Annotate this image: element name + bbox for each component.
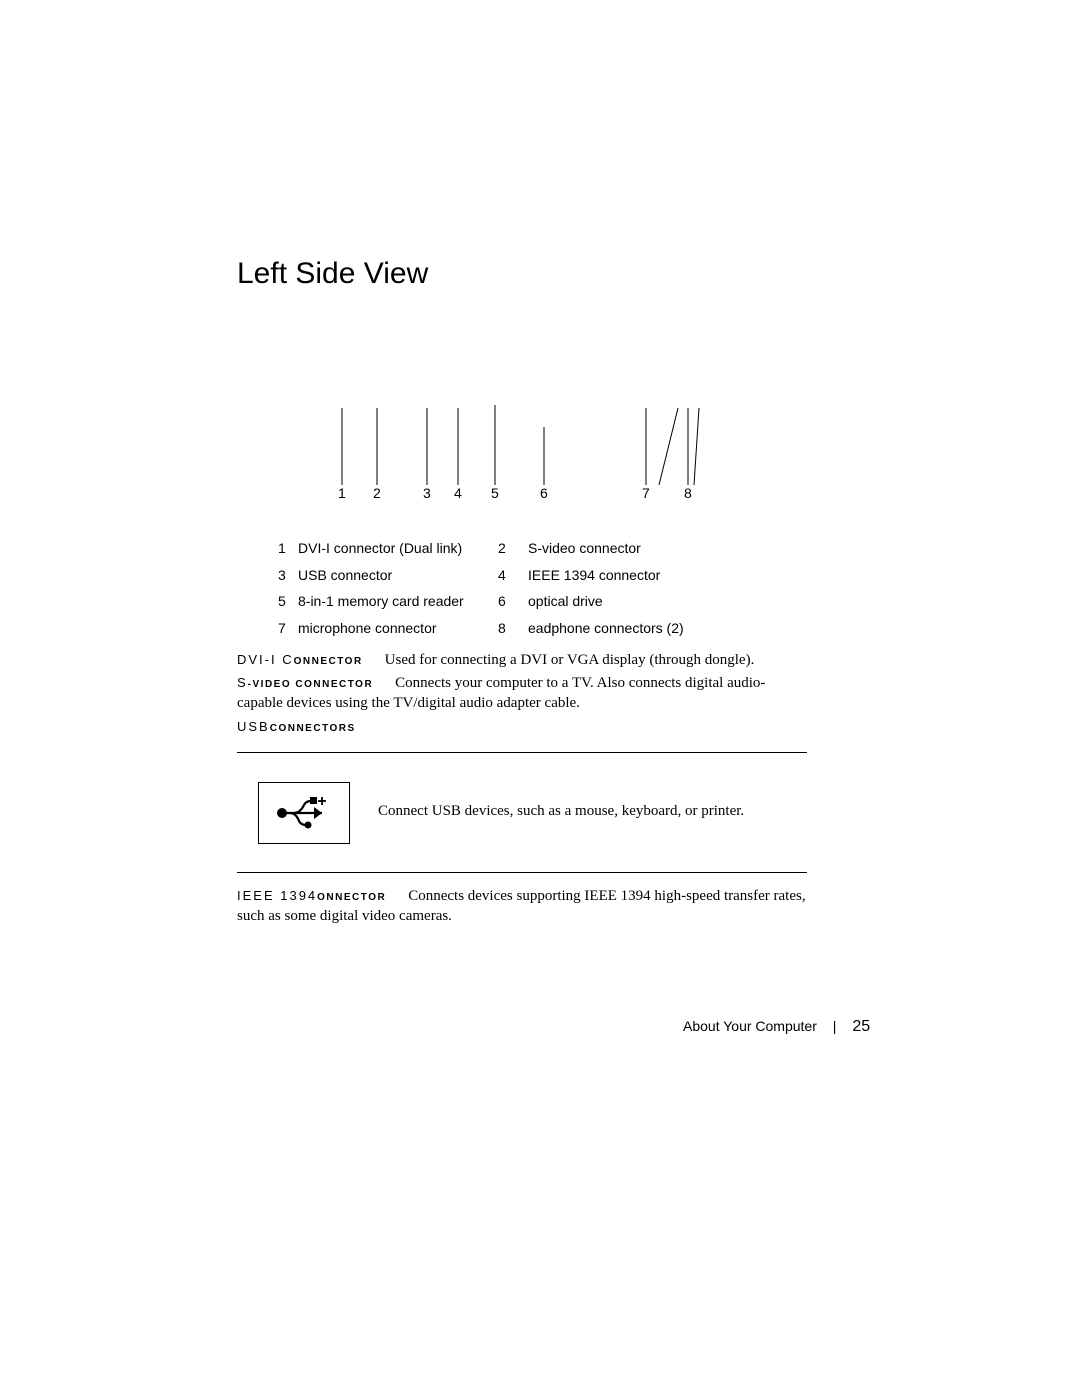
legend-row: 7microphone connector8eadphone connector… [278,615,798,642]
legend-text: USB connector [298,562,498,589]
ieee-label-small: ONNECTOR [317,892,386,903]
legend-row: 3USB connector4IEEE 1394 connector [278,562,798,589]
diagram-number: 6 [540,485,548,501]
legend-num: 2 [498,535,528,562]
document-page: Left Side View 12345678 1DVI-I connector… [0,0,1080,1397]
legend-text: DVI-I connector (Dual link) [298,535,498,562]
legend-text: IEEE 1394 connector [528,562,798,589]
footer-section: About Your Computer [683,1018,817,1034]
dvi-connector-description: DVI-I CONNECTOR Used for connecting a DVI… [237,650,807,670]
divider-bottom [237,872,807,873]
port-legend-table: 1DVI-I connector (Dual link)2S-video con… [278,535,798,641]
legend-text: 8-in-1 memory card reader [298,588,498,615]
ieee1394-connector-description: IEEE 1394ONNECTORConnects devices suppor… [237,886,807,927]
legend-text: microphone connector [298,615,498,642]
diagram-number: 1 [338,485,346,501]
page-footer: About Your Computer | 25 [0,1018,1080,1036]
dvi-label-big: DVI-I C [237,652,294,667]
diagram-number: 4 [454,485,462,501]
legend-num: 6 [498,588,528,615]
diagram-number: 3 [423,485,431,501]
footer-page-number: 25 [852,1018,870,1035]
legend-num: 7 [278,615,298,642]
svideo-label-small: -VIDEO CONNECTOR [248,679,374,690]
legend-num: 8 [498,615,528,642]
diagram-number: 5 [491,485,499,501]
usb-icon-box [258,782,350,844]
section-heading: Left Side View [237,257,428,291]
legend-num: 1 [278,535,298,562]
svideo-label-big: S [237,675,248,690]
legend-num: 5 [278,588,298,615]
svideo-connector-description: S-VIDEO CONNECTORConnects your computer … [237,673,807,714]
usb-icon [274,795,334,831]
dvi-label-small: ONNECTOR [294,656,363,667]
diagram-number-labels: 1 2 3 4 5 6 7 8 [300,485,760,505]
ieee-label-big: IEEE 1394 [237,888,317,903]
diagram-number: 8 [684,485,692,501]
usb-connectors-heading: USBCONNECTORS [237,717,807,737]
legend-num: 4 [498,562,528,589]
legend-text: optical drive [528,588,798,615]
legend-row: 1DVI-I connector (Dual link)2S-video con… [278,535,798,562]
dvi-text: Used for connecting a DVI or VGA display… [385,652,755,668]
diagram-number: 7 [642,485,650,501]
usb-description-text: Connect USB devices, such as a mouse, ke… [378,803,744,820]
usb-label-big: USB [237,719,270,734]
legend-text: S-video connector [528,535,798,562]
diagram-number: 2 [373,485,381,501]
divider-top [237,752,807,753]
legend-text: eadphone connectors (2) [528,615,798,642]
legend-num: 3 [278,562,298,589]
footer-separator: | [833,1018,837,1034]
legend-row: 58-in-1 memory card reader6optical drive [278,588,798,615]
usb-label-small: CONNECTORS [270,723,356,734]
